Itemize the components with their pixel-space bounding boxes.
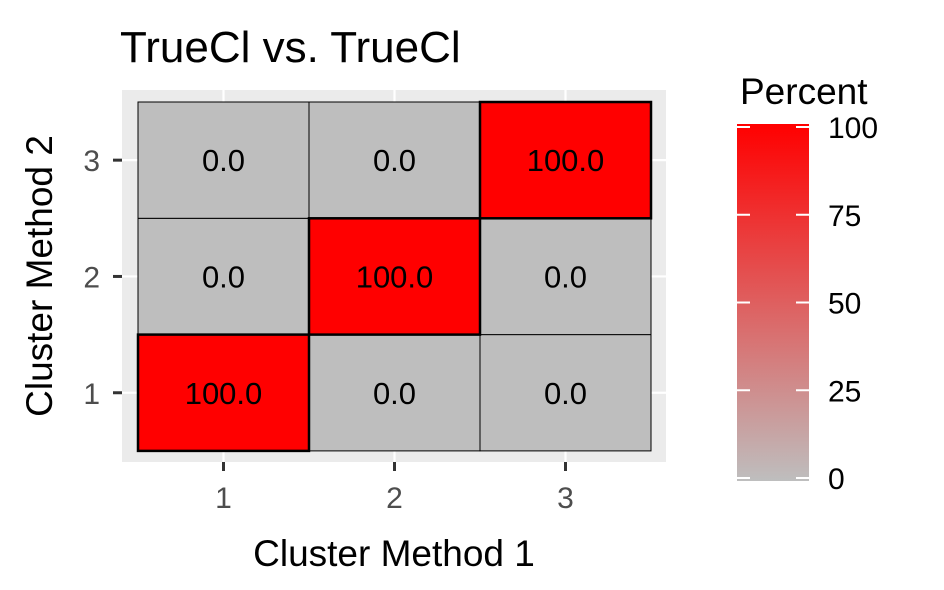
legend-title: Percent [740, 71, 868, 112]
legend-tick-label: 100 [828, 112, 878, 145]
heatmap-cell [136, 333, 311, 453]
cell-value-label: 100.0 [356, 259, 434, 294]
cell-value-label: 100.0 [527, 143, 605, 178]
heatmap-cell [137, 101, 310, 219]
legend-tick-label: 0 [828, 463, 845, 496]
cell-value-label: 0.0 [202, 259, 245, 294]
y-axis: 1 2 3 [83, 145, 122, 411]
y-tick-label: 3 [83, 145, 100, 178]
x-axis-label: Cluster Method 1 [253, 533, 535, 574]
heatmap-cell [308, 101, 481, 219]
heatmap-cell [479, 334, 652, 452]
y-tick-label: 1 [83, 378, 100, 411]
y-tick-label: 2 [83, 261, 100, 294]
cell-value-label: 0.0 [544, 259, 587, 294]
y-axis-label: Cluster Method 2 [19, 135, 60, 417]
heatmap-cell [478, 100, 653, 220]
x-tick-label: 3 [557, 482, 574, 515]
heatmap-cells: 100.0 0.0 0.0 0.0 100.0 0.0 0.0 0.0 100.0 [136, 100, 653, 453]
heatmap-cell [307, 217, 482, 336]
cell-value-label: 0.0 [373, 143, 416, 178]
legend-tick-label: 25 [828, 375, 861, 408]
cell-value-label: 100.0 [185, 376, 263, 411]
legend-ticks: 0 25 50 75 100 [737, 112, 878, 496]
x-tick-label: 1 [215, 482, 232, 515]
heatmap-cell [479, 217, 652, 336]
x-tick-label: 2 [386, 482, 403, 515]
legend-tick-label: 50 [828, 288, 861, 321]
legend-tick-label: 75 [828, 200, 861, 233]
x-axis: 1 2 3 [215, 462, 574, 515]
cell-value-label: 0.0 [544, 376, 587, 411]
chart-title: TrueCl vs. TrueCl [120, 23, 461, 72]
cell-value-label: 0.0 [202, 143, 245, 178]
cell-value-label: 0.0 [373, 376, 416, 411]
